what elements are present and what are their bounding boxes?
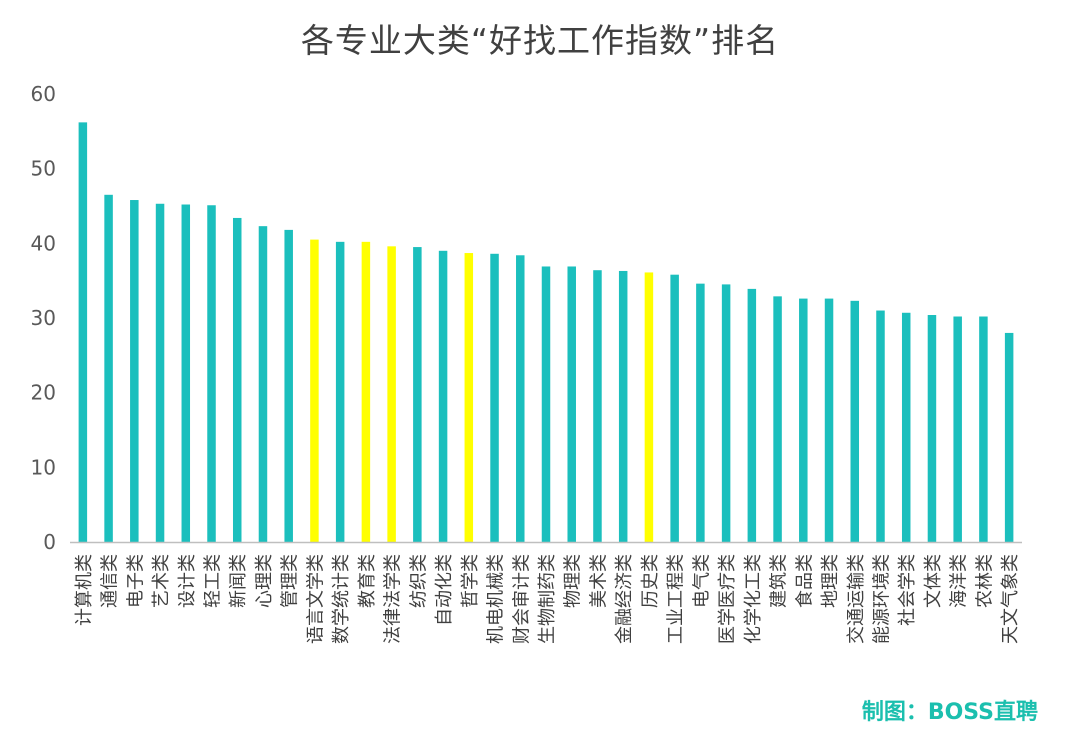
x-category-label: 化学化工类 — [743, 554, 764, 644]
y-tick-label: 30 — [31, 306, 56, 330]
y-tick-label: 20 — [31, 381, 56, 405]
bar — [953, 316, 962, 542]
bar — [927, 315, 937, 542]
x-category-label: 艺术类 — [151, 554, 172, 608]
bar — [670, 274, 679, 542]
x-category-label: 通信类 — [100, 554, 121, 608]
x-category-label: 历史类 — [640, 554, 661, 608]
x-category-label: 天文气象类 — [1000, 554, 1021, 644]
bar — [901, 312, 911, 542]
x-category-label: 美术类 — [588, 554, 609, 608]
x-category-label: 社会学类 — [897, 554, 918, 626]
x-category-label: 电子类 — [125, 554, 146, 608]
bar — [232, 217, 242, 542]
credit-text: 制图：BOSS直聘 — [861, 700, 1038, 725]
bar — [696, 283, 705, 542]
y-tick-label: 50 — [31, 157, 56, 181]
x-category-label: 医学医疗类 — [717, 554, 738, 644]
x-category-label: 设计类 — [177, 554, 198, 608]
bar — [876, 310, 885, 542]
bar — [541, 266, 551, 542]
bar — [181, 204, 191, 542]
bar — [490, 253, 499, 543]
bar — [464, 253, 474, 543]
x-category-label: 海洋类 — [949, 554, 970, 608]
x-category-label: 能源环境类 — [871, 554, 892, 644]
x-category-label: 金融经济类 — [614, 554, 635, 644]
x-category-label: 教育类 — [357, 554, 378, 608]
x-category-label: 心理类 — [254, 554, 275, 608]
y-tick-label: 40 — [31, 231, 56, 255]
x-category-label: 法律法学类 — [383, 554, 404, 644]
bar — [618, 270, 628, 542]
bar — [413, 247, 422, 542]
bar — [1004, 332, 1014, 542]
x-category-label: 工业工程类 — [666, 554, 687, 644]
chart-title: 各专业大类“好找工作指数”排名 — [300, 21, 780, 60]
bar — [593, 270, 602, 542]
x-category-label: 自动化类 — [434, 554, 455, 626]
bar — [824, 298, 834, 542]
bar — [747, 288, 757, 542]
bar — [310, 239, 319, 542]
x-category-label: 物理类 — [563, 554, 584, 608]
bar — [979, 316, 988, 542]
x-category-label: 机电机械类 — [486, 554, 507, 644]
bar — [567, 266, 576, 542]
bar — [130, 200, 139, 542]
x-category-label: 文体类 — [923, 554, 944, 608]
bar — [207, 205, 216, 542]
x-category-label: 轻工类 — [203, 554, 224, 608]
bar — [155, 203, 165, 542]
x-category-label: 建筑类 — [769, 554, 790, 608]
bar — [258, 226, 268, 542]
x-category-label: 电气类 — [691, 554, 712, 608]
x-category-label: 新闻类 — [228, 554, 249, 608]
x-category-label: 管理类 — [280, 554, 301, 608]
bar — [773, 296, 782, 542]
bar — [516, 255, 525, 542]
bar — [644, 272, 654, 542]
x-category-label: 语言文学类 — [305, 554, 326, 644]
bar — [387, 246, 396, 542]
bar — [335, 241, 345, 542]
bar — [361, 241, 371, 542]
x-category-label: 数学统计类 — [331, 554, 352, 644]
x-category-label: 农林类 — [974, 554, 995, 608]
bar — [850, 300, 860, 542]
x-category-label: 哲学类 — [460, 554, 481, 608]
bar — [438, 250, 448, 543]
x-category-label: 财会审计类 — [511, 554, 532, 644]
bar — [104, 194, 113, 543]
x-category-label: 交通运输类 — [846, 554, 867, 644]
x-category-label: 纺织类 — [408, 554, 429, 608]
x-category-label: 食品类 — [794, 554, 815, 608]
x-category-label: 计算机类 — [74, 554, 95, 626]
x-category-label: 地理类 — [820, 554, 841, 608]
x-category-label: 生物制药类 — [537, 554, 558, 644]
y-tick-label: 0 — [43, 530, 56, 554]
bar — [284, 229, 293, 542]
bar — [721, 284, 731, 542]
y-tick-label: 60 — [31, 82, 56, 106]
bar — [78, 122, 88, 543]
bar — [799, 298, 808, 542]
y-tick-label: 10 — [31, 455, 56, 479]
